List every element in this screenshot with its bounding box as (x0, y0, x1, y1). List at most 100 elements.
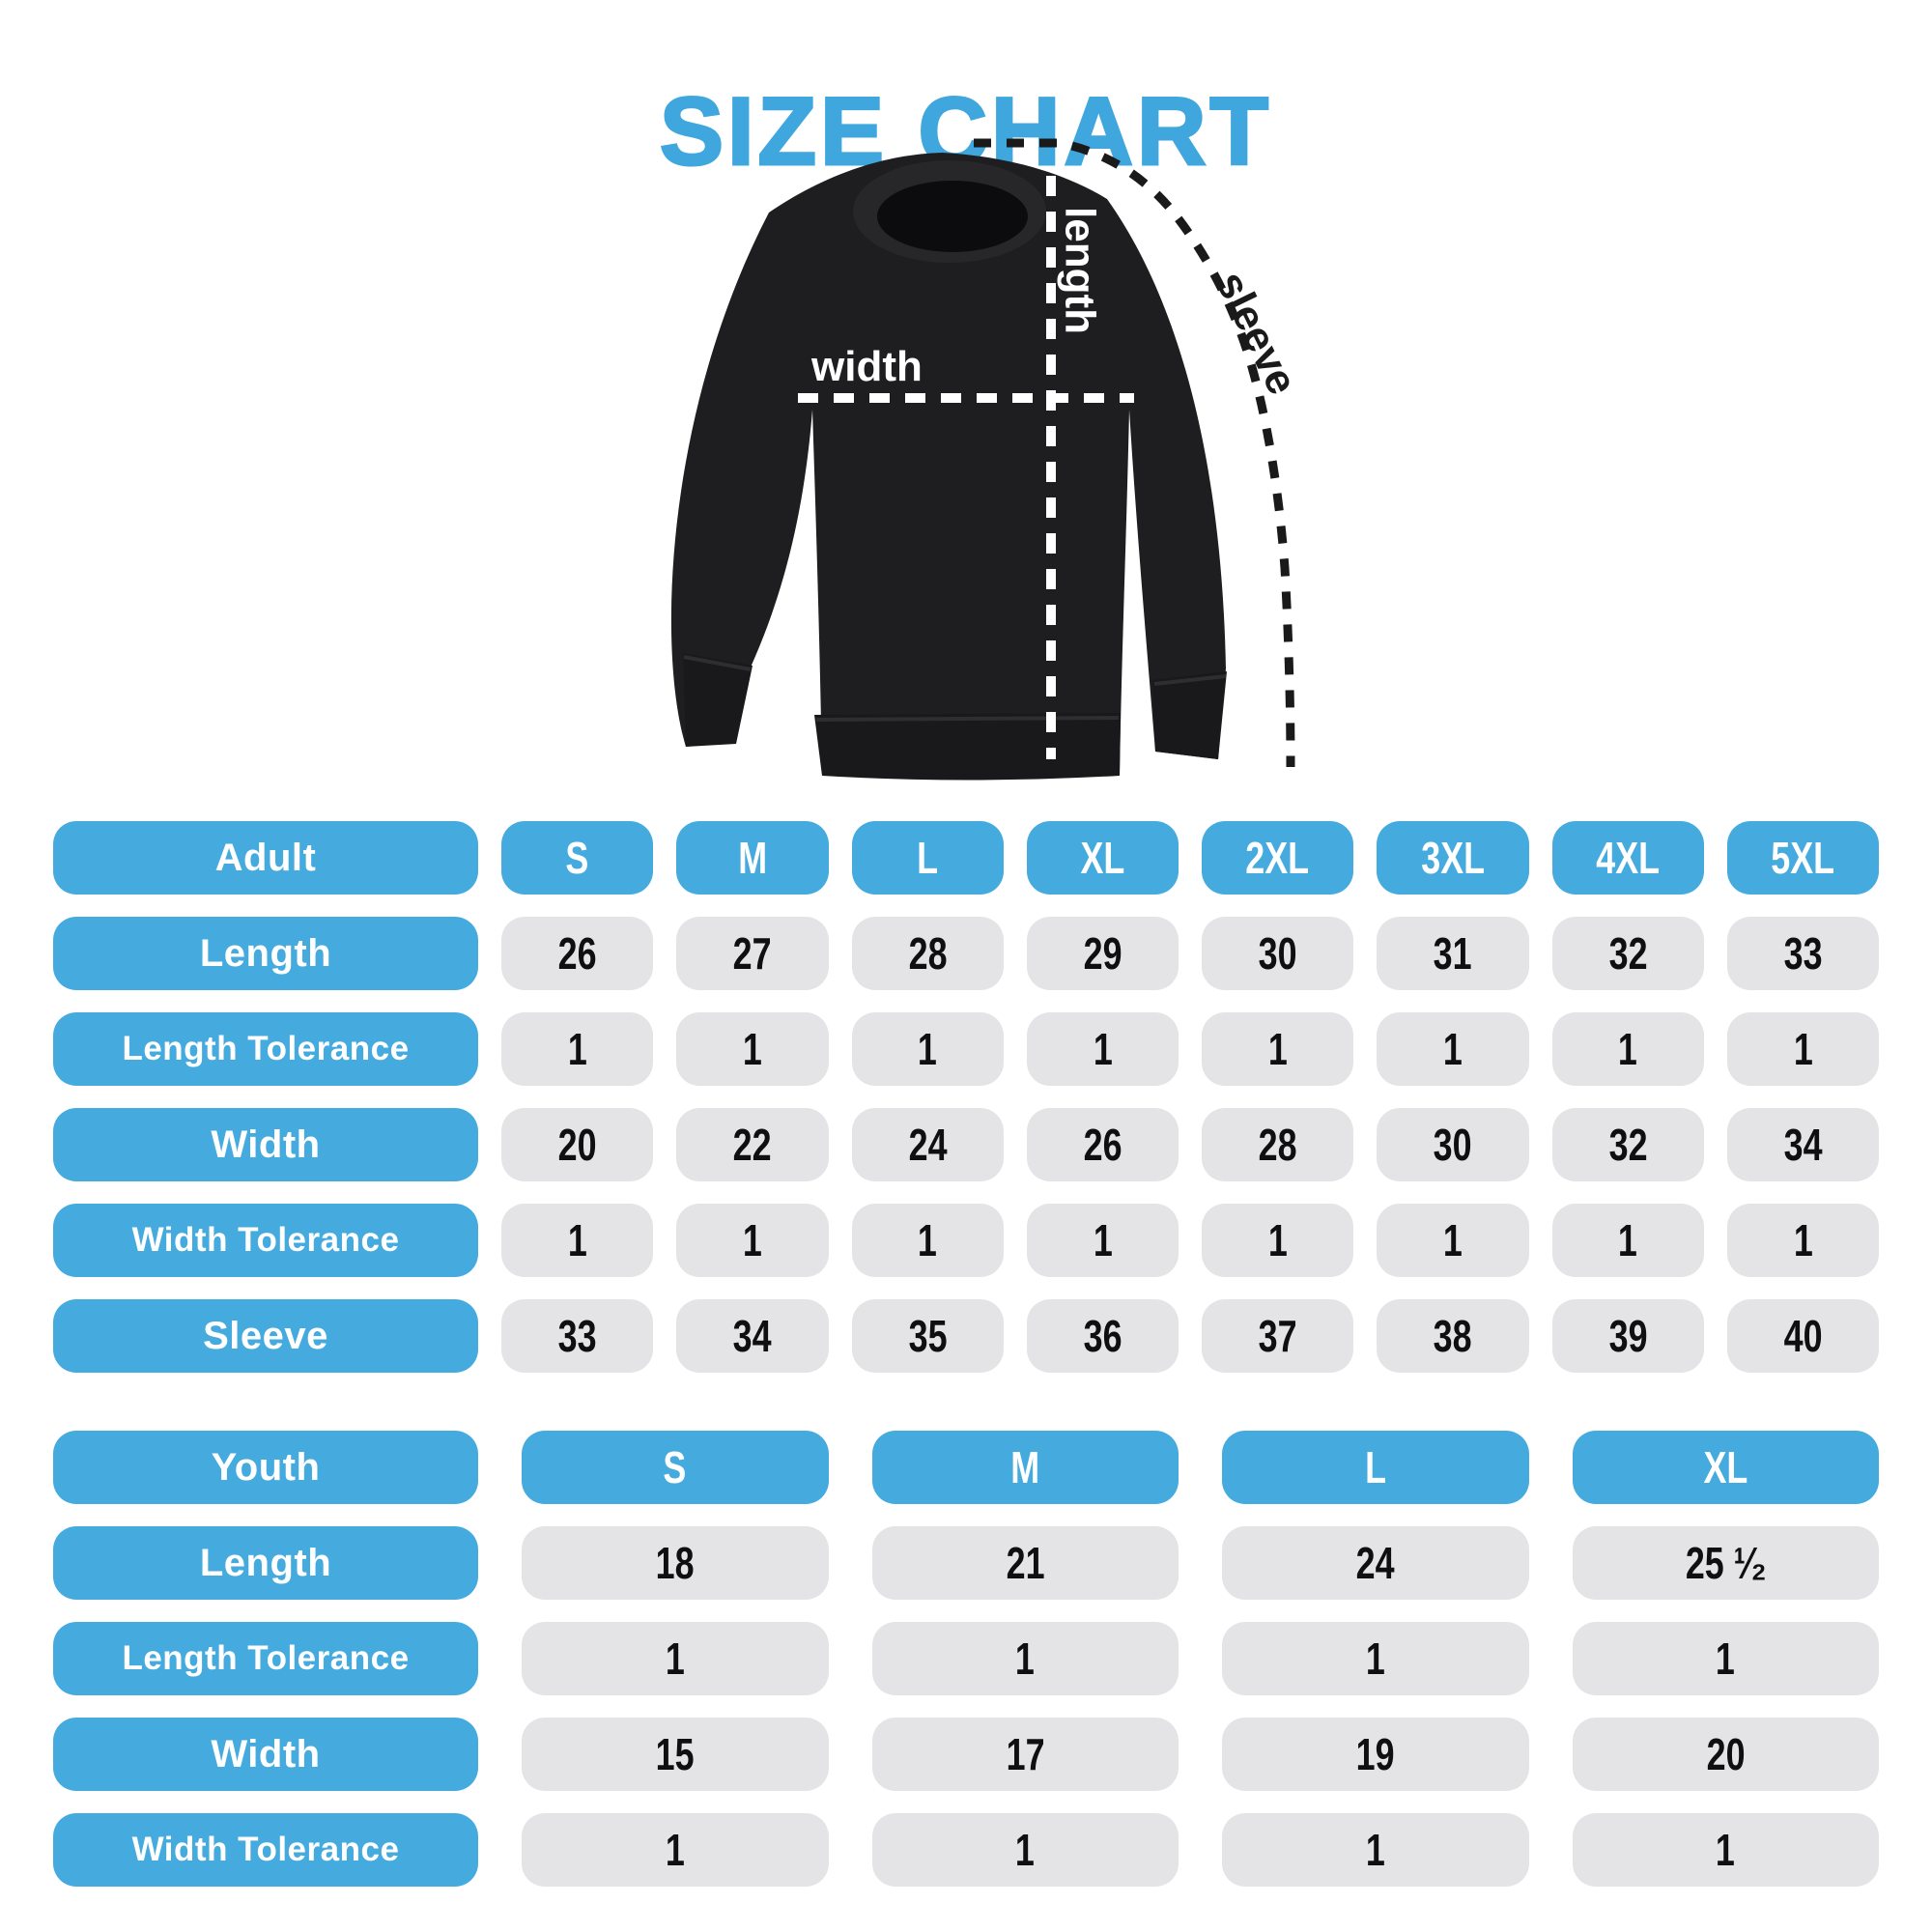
size-header-cell-text: L (1364, 1442, 1386, 1492)
value-cell: 1 (501, 1012, 654, 1086)
value-cell-text: 38 (1433, 1311, 1472, 1361)
row-label-cell: Length Tolerance (53, 1622, 478, 1695)
row-label-cell: Width (53, 1108, 478, 1181)
row-label-cell: Width Tolerance (53, 1204, 478, 1277)
value-cell: 32 (1551, 917, 1704, 990)
row-label-cell: Width (53, 1718, 478, 1791)
value-cell-text: 1 (1015, 1825, 1036, 1875)
value-cell: 1 (1222, 1813, 1529, 1887)
value-cell-text: 34 (732, 1311, 772, 1361)
length-measure-label: length (1056, 207, 1103, 334)
value-cell: 21 (871, 1526, 1179, 1600)
size-header-cell-text: XL (1080, 833, 1125, 883)
value-cell-text: 1 (1093, 1215, 1113, 1265)
sleeve-measure-label: sleeve (1207, 265, 1306, 402)
size-header-cell: 2XL (1202, 821, 1354, 895)
size-header-cell-text: 4XL (1596, 833, 1661, 883)
sweatshirt-body (670, 153, 1227, 781)
value-cell-text: 25 ¹⁄₂ (1685, 1538, 1767, 1588)
value-cell: 27 (676, 917, 829, 990)
value-cell-text: 32 (1608, 928, 1648, 979)
value-cell-text: 15 (655, 1729, 695, 1779)
left-cuff (683, 653, 753, 747)
value-cell-text: 1 (742, 1024, 762, 1074)
row-label-cell-text: Length (199, 931, 332, 975)
value-cell-text: 1 (1793, 1024, 1813, 1074)
row-label-cell: Length Tolerance (53, 1012, 478, 1086)
value-cell-text: 1 (1618, 1215, 1638, 1265)
value-cell-text: 21 (1006, 1538, 1045, 1588)
table-header-cell: Youth (53, 1431, 478, 1504)
value-cell: 34 (1726, 1108, 1879, 1181)
size-header-cell: L (851, 821, 1004, 895)
value-cell: 1 (522, 1813, 829, 1887)
value-cell: 40 (1726, 1299, 1879, 1373)
value-cell-text: 33 (557, 1311, 597, 1361)
value-cell-text: 17 (1006, 1729, 1045, 1779)
value-cell-text: 1 (1716, 1825, 1736, 1875)
size-header-cell: 4XL (1551, 821, 1704, 895)
row-label-cell-text: Width (211, 1732, 321, 1776)
value-cell: 39 (1551, 1299, 1704, 1373)
value-cell: 33 (501, 1299, 654, 1373)
size-header-cell-text: 3XL (1420, 833, 1485, 883)
value-cell: 1 (1026, 1012, 1179, 1086)
collar-opening (877, 181, 1028, 252)
value-cell: 1 (851, 1204, 1004, 1277)
row-label-cell-text: Width Tolerance (131, 1221, 400, 1259)
value-cell-text: 1 (665, 1634, 685, 1684)
value-cell: 26 (501, 917, 654, 990)
value-cell-text: 39 (1608, 1311, 1648, 1361)
size-header-cell: S (501, 821, 654, 895)
size-header-cell: M (871, 1431, 1179, 1504)
size-header-cell: M (676, 821, 829, 895)
value-cell-text: 24 (908, 1120, 948, 1170)
size-header-cell-text: M (737, 833, 767, 883)
size-header-cell: XL (1026, 821, 1179, 895)
value-cell: 1 (1377, 1012, 1529, 1086)
value-cell: 1 (1726, 1204, 1879, 1277)
size-header-cell-text: L (917, 833, 939, 883)
measurement-lines (798, 138, 1295, 768)
row-label-cell-text: Length (199, 1541, 332, 1584)
size-header-cell: XL (1572, 1431, 1879, 1504)
value-cell: 20 (1572, 1718, 1879, 1791)
value-cell-text: 1 (665, 1825, 685, 1875)
value-cell: 30 (1377, 1108, 1529, 1181)
value-cell: 24 (1222, 1526, 1529, 1600)
value-cell: 1 (1572, 1813, 1879, 1887)
value-cell-text: 26 (557, 928, 597, 979)
row-label-cell-text: Length Tolerance (122, 1030, 410, 1067)
adult-size-table: Adult S M L XL 2XL 3XL 4XL 5XL Length 26 27 28 29 30 31… (53, 821, 1879, 1373)
size-header-cell: 5XL (1726, 821, 1879, 895)
value-cell-text: 1 (1793, 1215, 1813, 1265)
size-header-cell-text: XL (1703, 1442, 1748, 1492)
row-label-cell-text: Length Tolerance (122, 1639, 410, 1677)
value-cell-text: 1 (567, 1024, 587, 1074)
value-cell: 15 (522, 1718, 829, 1791)
value-cell: 31 (1377, 917, 1529, 990)
value-cell: 32 (1551, 1108, 1704, 1181)
value-cell-text: 26 (1083, 1120, 1122, 1170)
value-cell: 1 (1377, 1204, 1529, 1277)
value-cell-text: 22 (732, 1120, 772, 1170)
size-header-cell-text: S (663, 1442, 687, 1492)
value-cell: 1 (871, 1813, 1179, 1887)
value-cell-text: 20 (557, 1120, 597, 1170)
value-cell: 1 (1551, 1204, 1704, 1277)
size-header-cell: L (1222, 1431, 1529, 1504)
value-cell-text: 1 (1365, 1825, 1385, 1875)
value-cell: 37 (1202, 1299, 1354, 1373)
size-header-cell-text: 5XL (1771, 833, 1835, 883)
value-cell-text: 1 (1618, 1024, 1638, 1074)
right-cuff (1152, 671, 1227, 759)
value-cell: 1 (871, 1622, 1179, 1695)
value-cell-text: 30 (1258, 928, 1297, 979)
value-cell-text: 1 (918, 1215, 938, 1265)
value-cell-text: 40 (1783, 1311, 1823, 1361)
value-cell-text: 29 (1083, 928, 1122, 979)
value-cell-text: 18 (655, 1538, 695, 1588)
value-cell: 17 (871, 1718, 1179, 1791)
value-cell-text: 35 (908, 1311, 948, 1361)
